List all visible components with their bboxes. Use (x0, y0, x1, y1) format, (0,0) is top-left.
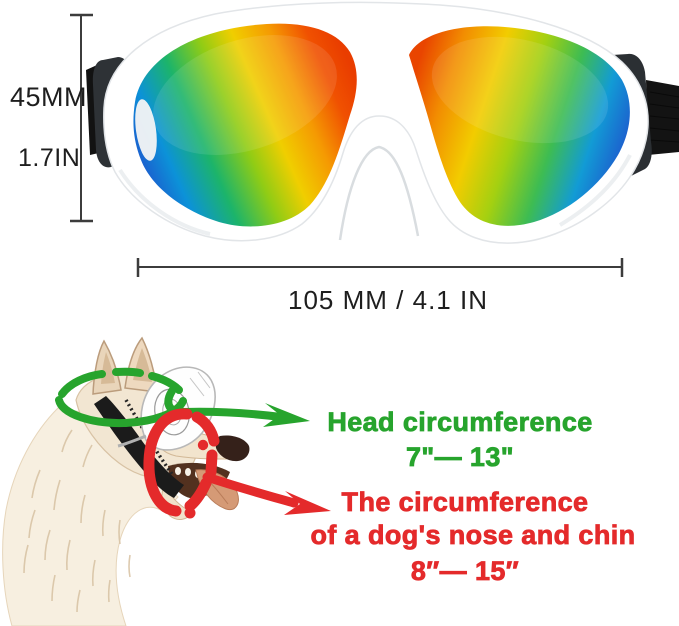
goggles-illustration (70, 1, 679, 277)
head-circumference-title: Head circumference (327, 407, 593, 438)
horizontal-dimension-line (136, 258, 624, 277)
vertical-dimension-line (70, 13, 93, 223)
red-arrow-icon (202, 472, 331, 515)
muzzle-circumference-loop (143, 408, 220, 517)
dog-sizing-diagram (2, 336, 331, 626)
left-lens (133, 23, 357, 227)
goggle-width-label: 105 MM / 4.1 IN (288, 285, 488, 315)
lens-height-mm-label: 45MM (10, 82, 88, 112)
muzzle-circumference-title-line2: of a dog's nose and chin (310, 520, 636, 551)
muzzle-circumference-range: 8″— 15″ (410, 556, 520, 587)
muzzle-circumference-title-line1: The circumference (341, 487, 589, 518)
right-lens (409, 26, 630, 226)
muzzle-loop-dot-bottom (184, 507, 196, 519)
lens-height-in-label: 1.7IN (18, 144, 81, 172)
head-circumference-range: 7"— 13" (406, 442, 514, 473)
muzzle-loop-dot-top (197, 439, 209, 451)
